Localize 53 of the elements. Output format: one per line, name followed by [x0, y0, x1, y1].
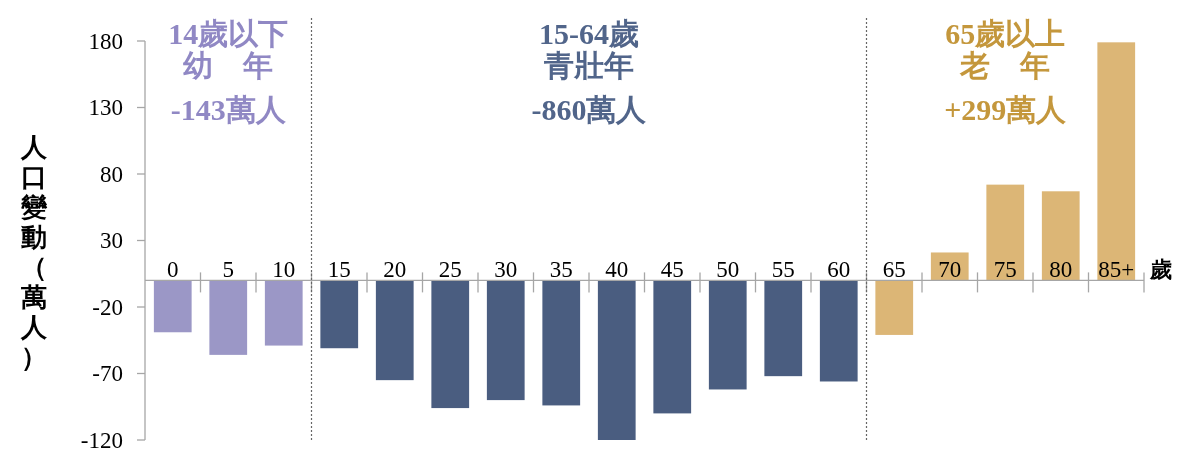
y-axis-title: 人口變動（萬人） [20, 131, 48, 372]
bar [597, 280, 636, 440]
x-tick-label: 60 [827, 257, 851, 283]
annotation: 14歲以下 [168, 17, 289, 50]
annotation: +299萬人 [944, 93, 1068, 126]
bar [264, 280, 303, 346]
annotation: 幼 年 [183, 49, 274, 82]
x-tick-label: 50 [716, 257, 740, 283]
bar [320, 280, 359, 349]
annotation: 老 年 [959, 49, 1051, 82]
x-tick-label: 80 [1049, 257, 1073, 283]
bar [209, 280, 248, 355]
y-tick-label: 30 [100, 228, 123, 253]
bar [1041, 191, 1080, 281]
annotation: 65歲以上 [945, 17, 1066, 50]
bar [1097, 42, 1136, 281]
annotation: -143萬人 [170, 93, 287, 126]
annotation: 15-64歲 [539, 17, 639, 50]
bar [375, 280, 414, 381]
bar [653, 280, 692, 414]
bar [875, 280, 914, 335]
bar [542, 280, 581, 406]
annotation: 青壯年 [543, 49, 634, 82]
x-tick-label: 30 [494, 257, 518, 283]
x-tick-label: 75 [993, 257, 1017, 283]
y-tick-label: -120 [80, 427, 123, 453]
bar [986, 184, 1025, 281]
bar [153, 280, 192, 333]
x-tick-label: 20 [383, 257, 407, 283]
x-tick-label: 35 [549, 257, 573, 283]
bar [764, 280, 803, 377]
x-tick-label: 85+ [1098, 257, 1135, 283]
x-tick-label: 15 [327, 257, 351, 283]
x-tick-label: 10 [272, 257, 296, 283]
x-axis-title: 歲 [1149, 257, 1172, 283]
x-tick-label: 65 [882, 257, 906, 283]
bar [431, 280, 470, 409]
y-tick-label: -70 [92, 361, 123, 386]
y-tick-label: 130 [88, 95, 123, 120]
x-tick-label: 40 [605, 257, 629, 283]
y-tick-label: 80 [100, 161, 123, 187]
x-tick-label: 5 [222, 257, 234, 283]
x-tick-label: 70 [938, 257, 962, 283]
bar [819, 280, 858, 382]
y-tick-label: 180 [88, 28, 123, 54]
bar [708, 280, 747, 390]
x-tick-label: 45 [660, 257, 684, 283]
x-tick-label: 55 [771, 257, 795, 283]
y-tick-label: -20 [92, 294, 123, 320]
annotation: -860萬人 [531, 93, 648, 126]
bar [486, 280, 525, 401]
x-tick-label: 0 [167, 257, 179, 283]
x-tick-label: 25 [438, 257, 462, 283]
